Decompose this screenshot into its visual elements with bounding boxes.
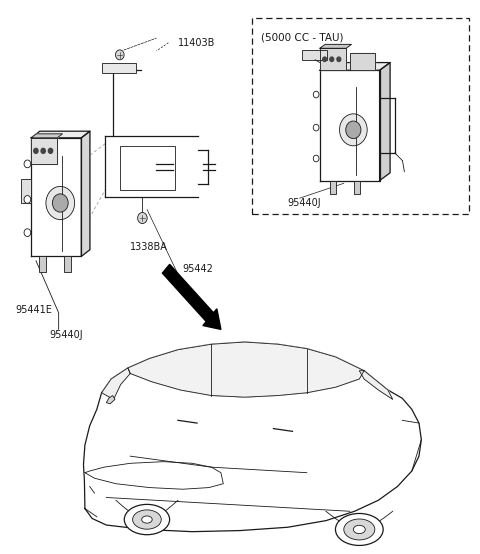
- Circle shape: [313, 124, 319, 131]
- Bar: [302, 50, 326, 60]
- Bar: [102, 63, 136, 73]
- Ellipse shape: [336, 514, 383, 546]
- Bar: [120, 146, 175, 190]
- FancyArrow shape: [162, 264, 221, 330]
- Bar: [354, 181, 360, 194]
- Bar: [330, 181, 336, 194]
- Text: 1338BA: 1338BA: [130, 242, 168, 252]
- Polygon shape: [320, 70, 380, 181]
- Circle shape: [34, 148, 38, 153]
- Polygon shape: [85, 461, 223, 489]
- Polygon shape: [128, 342, 364, 397]
- Text: 95441E: 95441E: [16, 305, 53, 315]
- Bar: [21, 179, 31, 203]
- Polygon shape: [102, 368, 130, 399]
- Text: 11403B: 11403B: [178, 38, 216, 48]
- Circle shape: [24, 196, 31, 203]
- Text: 95440J: 95440J: [288, 198, 321, 208]
- Ellipse shape: [353, 525, 365, 534]
- Circle shape: [323, 57, 326, 61]
- Ellipse shape: [142, 516, 152, 523]
- Polygon shape: [128, 342, 364, 397]
- Ellipse shape: [132, 510, 161, 529]
- Polygon shape: [350, 53, 375, 70]
- Polygon shape: [31, 134, 62, 138]
- Bar: [64, 257, 71, 272]
- Ellipse shape: [344, 519, 375, 540]
- Ellipse shape: [124, 504, 169, 535]
- Circle shape: [313, 91, 319, 98]
- Circle shape: [116, 50, 124, 60]
- Text: (5000 CC - TAU): (5000 CC - TAU): [262, 32, 344, 42]
- Circle shape: [48, 148, 53, 153]
- Circle shape: [346, 121, 361, 138]
- Text: 95442: 95442: [183, 264, 214, 274]
- Circle shape: [52, 194, 68, 212]
- Polygon shape: [320, 44, 351, 48]
- Polygon shape: [360, 371, 393, 399]
- Polygon shape: [84, 342, 421, 532]
- Polygon shape: [380, 63, 390, 181]
- Polygon shape: [31, 131, 90, 138]
- Circle shape: [41, 148, 45, 153]
- Circle shape: [24, 160, 31, 168]
- Polygon shape: [320, 63, 390, 70]
- Bar: [39, 257, 46, 272]
- Circle shape: [337, 57, 341, 61]
- Circle shape: [313, 155, 319, 162]
- Circle shape: [339, 114, 367, 146]
- Polygon shape: [320, 48, 346, 70]
- Circle shape: [330, 57, 334, 61]
- Polygon shape: [81, 131, 90, 257]
- Circle shape: [24, 229, 31, 237]
- Circle shape: [138, 213, 147, 223]
- Polygon shape: [31, 138, 81, 257]
- Circle shape: [46, 186, 75, 219]
- Bar: [252, 18, 469, 214]
- Text: 95440J: 95440J: [49, 330, 83, 340]
- Polygon shape: [31, 138, 57, 164]
- Polygon shape: [107, 396, 115, 404]
